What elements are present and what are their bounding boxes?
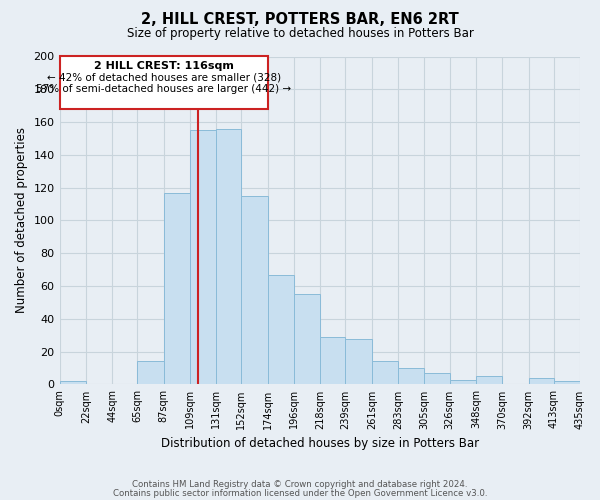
Bar	[268, 274, 294, 384]
Bar	[476, 376, 502, 384]
Bar	[554, 381, 580, 384]
Bar	[241, 196, 268, 384]
Bar	[164, 192, 190, 384]
Text: ← 42% of detached houses are smaller (328): ← 42% of detached houses are smaller (32…	[47, 73, 281, 83]
Bar	[137, 362, 164, 384]
Y-axis label: Number of detached properties: Number of detached properties	[15, 128, 28, 314]
Bar	[398, 368, 424, 384]
Bar	[346, 338, 372, 384]
Text: 2 HILL CREST: 116sqm: 2 HILL CREST: 116sqm	[94, 62, 233, 72]
Bar	[190, 130, 216, 384]
Text: 57% of semi-detached houses are larger (442) →: 57% of semi-detached houses are larger (…	[36, 84, 291, 94]
X-axis label: Distribution of detached houses by size in Potters Bar: Distribution of detached houses by size …	[161, 437, 479, 450]
Text: 2, HILL CREST, POTTERS BAR, EN6 2RT: 2, HILL CREST, POTTERS BAR, EN6 2RT	[141, 12, 459, 28]
Bar	[449, 380, 476, 384]
Bar	[424, 373, 449, 384]
Text: Size of property relative to detached houses in Potters Bar: Size of property relative to detached ho…	[127, 28, 473, 40]
Bar	[372, 362, 398, 384]
Bar	[320, 337, 346, 384]
Bar	[59, 381, 86, 384]
Bar	[529, 378, 554, 384]
Text: Contains HM Land Registry data © Crown copyright and database right 2024.: Contains HM Land Registry data © Crown c…	[132, 480, 468, 489]
Text: Contains public sector information licensed under the Open Government Licence v3: Contains public sector information licen…	[113, 488, 487, 498]
Bar	[59, 56, 268, 109]
Bar	[294, 294, 320, 384]
Bar	[216, 128, 241, 384]
